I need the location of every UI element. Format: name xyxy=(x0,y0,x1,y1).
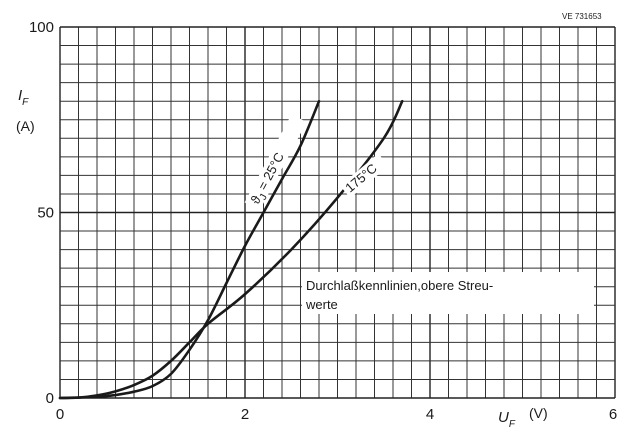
series-line-175c xyxy=(58,99,404,400)
y-axis-symbol: I xyxy=(18,87,22,104)
y-axis-label: IF (A) xyxy=(16,87,35,134)
y-axis-subscript: F xyxy=(22,97,29,108)
figure-code: VE 731653 xyxy=(562,12,602,21)
y-tick-label: 50 xyxy=(37,205,54,222)
x-tick-label: 6 xyxy=(609,406,617,423)
x-tick-label: 0 xyxy=(56,406,64,423)
annotation-line-1: Durchlaßkennlinien,obere Streu- xyxy=(306,278,493,293)
series-label-25c: ϑJ = 25°C xyxy=(244,114,307,211)
y-tick-labels: 0 50 100 xyxy=(29,19,54,407)
annotation-line-2: werte xyxy=(305,297,338,312)
x-axis-subscript: F xyxy=(509,419,516,430)
svg-text:IF: IF xyxy=(18,87,29,108)
svg-text:ϑJ = 25°C: ϑJ = 25°C xyxy=(247,150,290,208)
x-tick-label: 2 xyxy=(241,406,249,423)
y-tick-label: 100 xyxy=(29,19,54,36)
series-line-25c xyxy=(58,99,321,400)
x-tick-labels: 0 2 4 6 xyxy=(56,406,617,423)
series-25c-subscript: J xyxy=(258,192,270,202)
chart-curves xyxy=(58,99,404,400)
y-tick-label: 0 xyxy=(46,390,54,407)
x-tick-label: 4 xyxy=(426,406,434,423)
x-axis-unit: (V) xyxy=(529,405,548,421)
y-axis-unit: (A) xyxy=(16,118,35,134)
chart-grid xyxy=(59,26,616,399)
x-axis-symbol: U xyxy=(498,409,509,426)
svg-text:UF: UF xyxy=(498,409,516,430)
annotation: Durchlaßkennlinien,obere Streu- werte xyxy=(302,272,594,314)
x-axis-label: UF (V) xyxy=(498,405,548,430)
